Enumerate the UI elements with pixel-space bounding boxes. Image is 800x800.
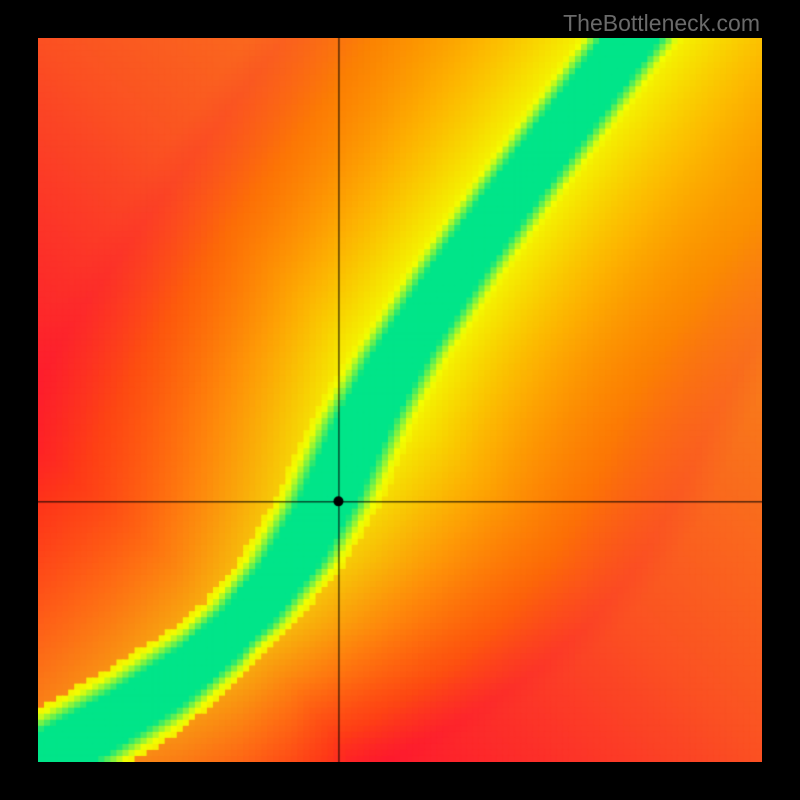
- watermark-text: TheBottleneck.com: [563, 10, 760, 37]
- bottleneck-heatmap: [38, 38, 762, 762]
- chart-container: TheBottleneck.com: [0, 0, 800, 800]
